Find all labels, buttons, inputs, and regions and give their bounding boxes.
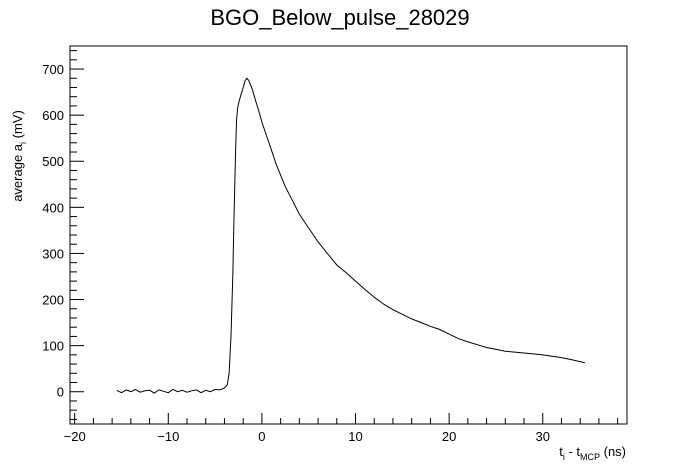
y-tick-label: 100 [42,339,64,354]
plot-frame [69,45,628,425]
y-tick-label: 600 [42,108,64,123]
y-axis-label: average ai (mV) [10,110,28,202]
x-tick-label: −20 [64,429,86,444]
chart-title: BGO_Below_pulse_28029 [210,5,469,30]
x-axis: −20 −10 0 10 20 30 [64,413,619,444]
y-axis: 0 100 200 300 400 500 600 700 [42,50,84,420]
x-tick-label: 20 [442,429,456,444]
y-tick-label: 700 [42,62,64,77]
y-tick-label: 500 [42,154,64,169]
y-tick-label: 300 [42,246,64,261]
x-tick-label: 30 [536,429,550,444]
y-tick-label: 400 [42,200,64,215]
y-tick-label: 200 [42,293,64,308]
pulse-series-line [116,77,586,394]
x-tick-label: 0 [258,429,265,444]
y-tick-label: 0 [57,385,64,400]
x-tick-label: −10 [157,429,179,444]
x-axis-label: ti - tMCP (ns) [559,444,626,462]
x-tick-label: 10 [348,429,362,444]
